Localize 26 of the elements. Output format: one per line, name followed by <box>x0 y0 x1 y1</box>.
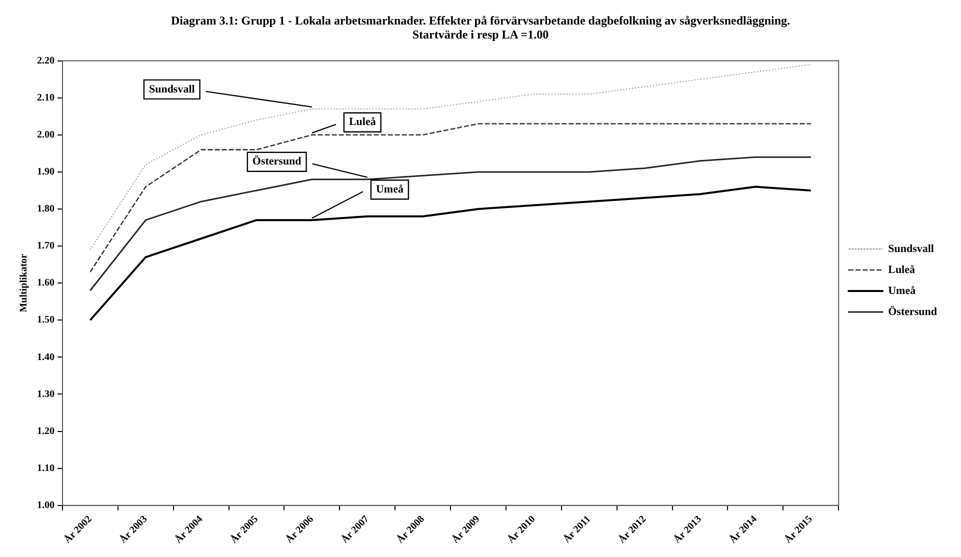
text: Umeå <box>376 183 404 196</box>
y-tick-label: 1.80 <box>37 204 54 215</box>
y-tick-label: 1.90 <box>37 166 54 178</box>
legend-label: Umeå <box>888 284 916 297</box>
text: Luleå <box>348 116 376 128</box>
legend-label: Luleå <box>888 264 916 276</box>
text: Sundsvall <box>148 83 195 96</box>
y-tick-label: 1.30 <box>37 388 54 400</box>
chart-subtitle: Startvärde i resp LA =1.00 <box>412 28 549 42</box>
y-tick-label: 2.00 <box>37 129 54 140</box>
legend-label: Östersund <box>888 304 938 318</box>
chart-title: Diagram 3.1: Grupp 1 - Lokala arbetsmarknader. Effekter på förvärvsarbetande dagbefolkning av sågverksnedläggning. <box>170 13 790 28</box>
legend-label: Sundsvall <box>888 242 934 255</box>
y-tick-label: 1.50 <box>37 314 54 326</box>
x-tick-label: År 2011 <box>560 513 594 546</box>
y-tick-label: 1.70 <box>37 240 54 252</box>
y-tick-label: 2.20 <box>37 55 54 66</box>
y-tick-label: 1.20 <box>37 426 54 437</box>
y-tick-label: 1.10 <box>37 462 54 474</box>
y-tick-label: 1.40 <box>37 352 54 363</box>
line-series <box>90 64 812 250</box>
y-axis-title: Multiplikator <box>18 253 30 312</box>
text: Östersund <box>252 156 302 168</box>
y-tick-label: 1.00 <box>37 500 54 511</box>
y-tick-label: 1.60 <box>37 278 54 289</box>
y-tick-label: 2.10 <box>37 92 54 104</box>
